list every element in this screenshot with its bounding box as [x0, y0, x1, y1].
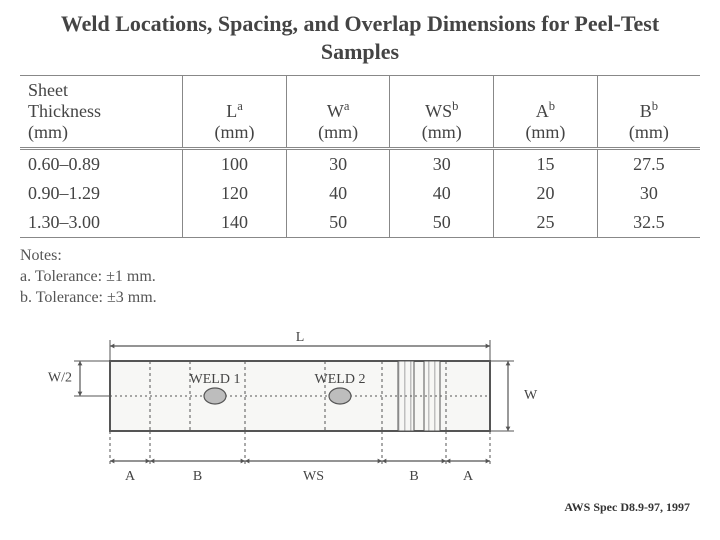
table-cell: 50	[390, 208, 494, 238]
page-title: Weld Locations, Spacing, and Overlap Dim…	[20, 10, 700, 65]
table-cell: 30	[286, 149, 390, 180]
table-cell: 32.5	[597, 208, 700, 238]
table-cell: 20	[494, 179, 598, 208]
svg-text:L: L	[296, 331, 305, 346]
table-cell: 100	[183, 149, 287, 180]
peel-test-diagram: WELD 1 WELD 2 L W W/2 A B WS B A	[20, 326, 700, 496]
svg-text:A: A	[463, 470, 474, 485]
table-cell: 0.60–0.89	[20, 149, 183, 180]
table-row: 0.60–0.8910030301527.5	[20, 149, 700, 180]
table-cell: 30	[390, 149, 494, 180]
table-cell: 27.5	[597, 149, 700, 180]
svg-text:WS: WS	[303, 470, 324, 485]
col-header-W: Wa (mm)	[286, 76, 390, 149]
note-b: b. Tolerance: ±3 mm.	[20, 288, 700, 309]
svg-text:A: A	[125, 470, 136, 485]
table-row: 1.30–3.0014050502532.5	[20, 208, 700, 238]
table-cell: 140	[183, 208, 287, 238]
svg-text:B: B	[193, 470, 202, 485]
svg-text:WELD 2: WELD 2	[315, 373, 366, 388]
table-header-row: Sheet Thickness (mm) La (mm) Wa (mm) WSb…	[20, 76, 700, 149]
col-header-WS: WSb (mm)	[390, 76, 494, 149]
svg-text:WELD 1: WELD 1	[190, 373, 241, 388]
dimensions-table: Sheet Thickness (mm) La (mm) Wa (mm) WSb…	[20, 75, 700, 238]
col-header-B: Bb (mm)	[597, 76, 700, 149]
spec-reference: AWS Spec D8.9-97, 1997	[20, 500, 700, 515]
col-header-thickness: Sheet Thickness (mm)	[20, 76, 183, 149]
notes-block: Notes: a. Tolerance: ±1 mm. b. Tolerance…	[20, 246, 700, 308]
table-cell: 40	[390, 179, 494, 208]
table-cell: 40	[286, 179, 390, 208]
note-a: a. Tolerance: ±1 mm.	[20, 267, 700, 288]
table-cell: 15	[494, 149, 598, 180]
notes-heading: Notes:	[20, 246, 700, 267]
table-cell: 120	[183, 179, 287, 208]
table-cell: 25	[494, 208, 598, 238]
table-cell: 0.90–1.29	[20, 179, 183, 208]
col-header-A: Ab (mm)	[494, 76, 598, 149]
svg-text:W: W	[524, 389, 538, 404]
table-cell: 50	[286, 208, 390, 238]
svg-text:W/2: W/2	[48, 371, 72, 386]
table-row: 0.90–1.2912040402030	[20, 179, 700, 208]
svg-text:B: B	[409, 470, 418, 485]
col-header-L: La (mm)	[183, 76, 287, 149]
table-cell: 1.30–3.00	[20, 208, 183, 238]
table-cell: 30	[597, 179, 700, 208]
diagram-svg: WELD 1 WELD 2 L W W/2 A B WS B A	[20, 326, 540, 491]
